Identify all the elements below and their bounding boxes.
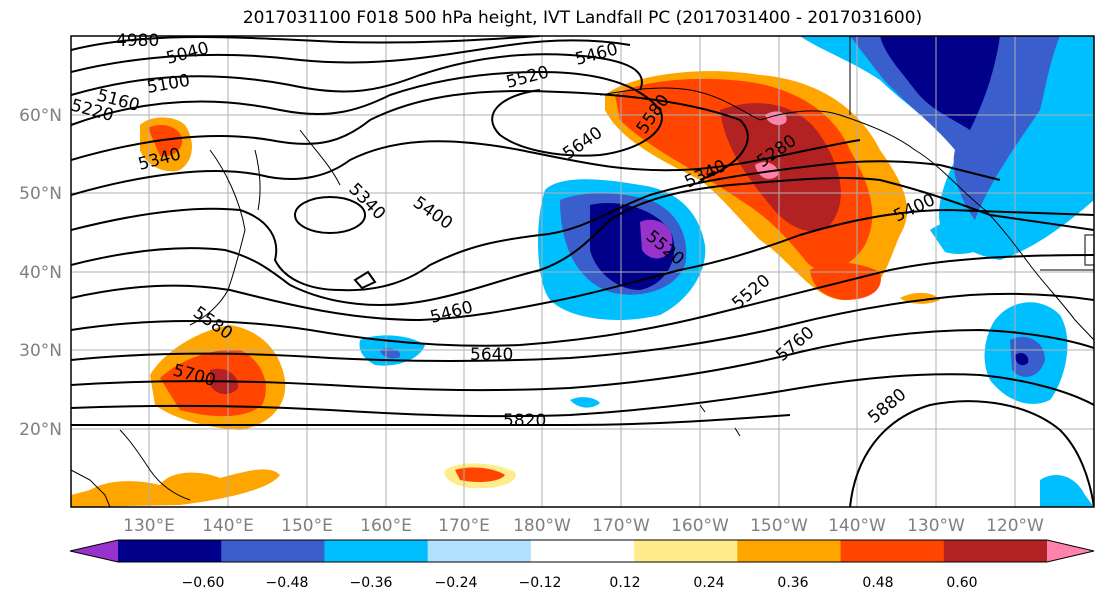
colorbar-segment xyxy=(943,540,1048,562)
colorbar-tick-labels: −0.60 −0.48 −0.36 −0.24 −0.12 0.12 0.24 … xyxy=(182,575,978,591)
lon-labels: 130°E 140°E 150°E 160°E 170°E 180°W 170°… xyxy=(123,516,1044,536)
lat-label: 30°N xyxy=(19,341,62,361)
lat-labels: 60°N 50°N 40°N 30°N 20°N xyxy=(19,106,62,440)
lon-label: 120°W xyxy=(986,516,1044,536)
colorbar-tick-label: −0.12 xyxy=(519,575,562,591)
lon-label: 140°W xyxy=(828,516,886,536)
colorbar-tick-label: 0.48 xyxy=(862,575,893,591)
lon-label: 160°E xyxy=(360,516,412,536)
colorbar-segment xyxy=(634,540,738,562)
colorbar-tick-label: 0.12 xyxy=(609,575,640,591)
lat-label: 60°N xyxy=(19,106,62,126)
lon-label: 160°W xyxy=(671,516,729,536)
contour-label: 5340 xyxy=(344,179,389,224)
lon-label: 170°W xyxy=(592,516,650,536)
lon-label: 150°W xyxy=(750,516,808,536)
colorbar-tick-label: 0.24 xyxy=(693,575,724,591)
contour-label: 5400 xyxy=(409,193,456,234)
colorbar-tick-label: 0.60 xyxy=(946,575,977,591)
lon-label: 130°W xyxy=(907,516,965,536)
contour-label: 5520 xyxy=(504,62,551,93)
colorbar-segment xyxy=(530,540,635,562)
colorbar-extend-max xyxy=(1047,540,1094,562)
colorbar-outline xyxy=(69,539,1095,563)
colorbar-segment xyxy=(221,540,325,562)
lat-label: 40°N xyxy=(19,263,62,283)
coastlines xyxy=(71,36,1094,507)
colorbar-tick-label: −0.24 xyxy=(435,575,478,591)
contour-label: 5460 xyxy=(573,39,620,70)
map-title: 2017031100 F018 500 hPa height, IVT Land… xyxy=(242,8,923,28)
contour-label: 5640 xyxy=(470,345,513,365)
lat-label: 20°N xyxy=(19,420,62,440)
contour-label: 5460 xyxy=(428,297,475,328)
contour-label: 5820 xyxy=(503,411,546,431)
colorbar xyxy=(69,539,1095,563)
contour-label: 5520 xyxy=(728,271,774,314)
lon-label: 170°E xyxy=(438,516,490,536)
colorbar-segment xyxy=(427,540,532,562)
colorbar-tick-label: −0.48 xyxy=(266,575,309,591)
colorbar-segment xyxy=(840,540,945,562)
colorbar-tick-label: −0.36 xyxy=(350,575,393,591)
colorbar-extend-min xyxy=(70,540,118,562)
contour-label: 5640 xyxy=(559,123,606,164)
colorbar-tick-label: −0.60 xyxy=(182,575,225,591)
contour-label: 5880 xyxy=(864,385,910,428)
colorbar-segment xyxy=(737,540,842,562)
height-contours xyxy=(71,36,1094,507)
lat-label: 50°N xyxy=(19,184,62,204)
colorbar-segment xyxy=(118,540,222,562)
lon-label: 130°E xyxy=(123,516,175,536)
colorbar-segment xyxy=(324,540,429,562)
lon-label: 180°W xyxy=(513,516,571,536)
map-frame xyxy=(70,35,1095,508)
lon-label: 150°E xyxy=(281,516,333,536)
lon-label: 140°E xyxy=(202,516,254,536)
contour-label: 4980 xyxy=(116,31,159,51)
colorbar-tick-label: 0.36 xyxy=(777,575,808,591)
contour-label: 5040 xyxy=(164,38,211,69)
contour-label: 5100 xyxy=(145,71,191,98)
